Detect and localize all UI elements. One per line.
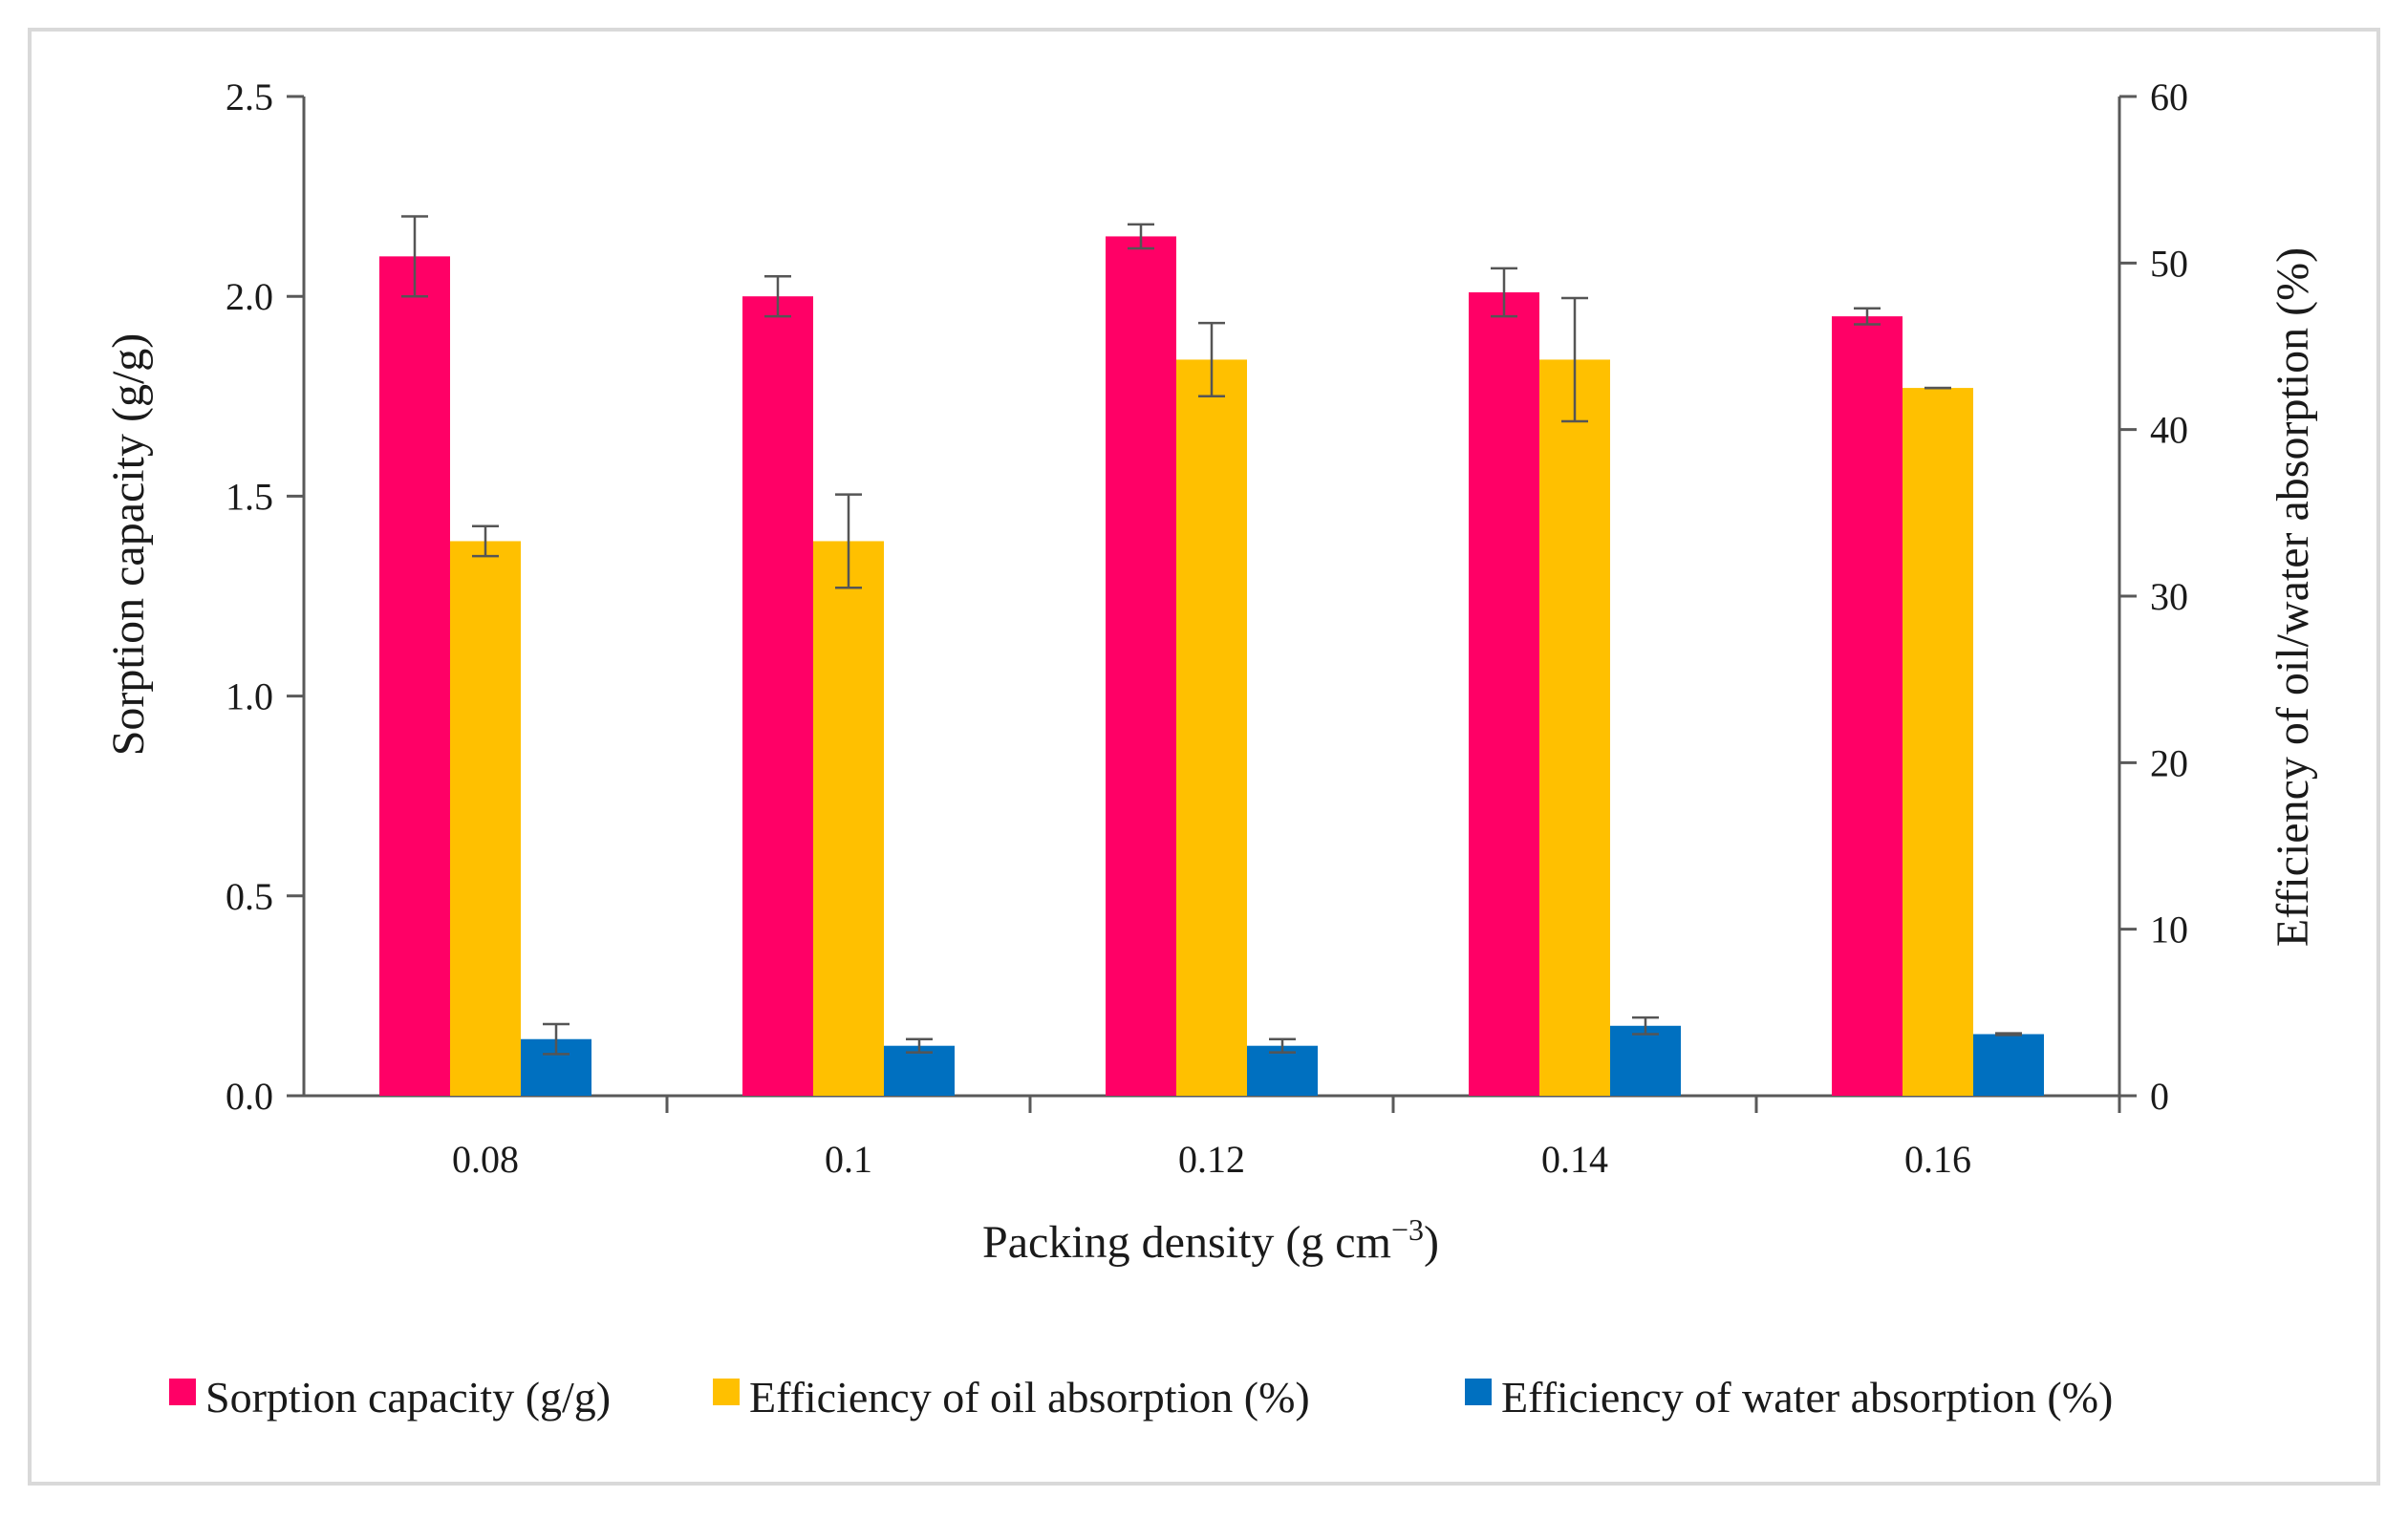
y2-axis-title: Efficiency of oil/water absorption (%) — [2268, 247, 2318, 947]
x-axis-title-suffix: ) — [1424, 1217, 1439, 1268]
y2-tick-label: 20 — [2150, 741, 2188, 784]
bar-3-3 — [1247, 1045, 1318, 1096]
bar-3-2 — [884, 1045, 955, 1096]
legend: Sorption capacity (g/g) Efficiency of oil… — [169, 1373, 2113, 1422]
legend-swatch-2 — [713, 1379, 740, 1405]
y2-tick-label: 0 — [2150, 1075, 2169, 1118]
legend-label-3: Efficiency of water absorption (%) — [1501, 1373, 2113, 1422]
x-tick-label: 0.16 — [1904, 1138, 1971, 1181]
bar-3-5 — [1973, 1034, 2044, 1096]
bar-1-2 — [742, 296, 813, 1096]
bar-2-3 — [1176, 359, 1247, 1096]
y-tick-label: 1.5 — [226, 475, 273, 518]
x-tick-label: 0.14 — [1541, 1138, 1608, 1181]
axes-layer: 0.0 0.5 1.0 1.5 2.0 2.5 0 10 20 30 40 50 60 0.08 0.1 0.… — [226, 75, 2188, 1181]
bar-2-5 — [1903, 388, 1973, 1096]
legend-label-2: Efficiency of oil absorption (%) — [749, 1373, 1310, 1422]
y2-tick-label: 10 — [2150, 909, 2188, 951]
bar-2-2 — [813, 541, 884, 1096]
y-tick-label: 0.5 — [226, 875, 273, 918]
y2-tick-label: 40 — [2150, 409, 2188, 452]
bars-layer — [379, 236, 2044, 1096]
y-tick-label: 2.5 — [226, 75, 273, 118]
bar-1-4 — [1469, 292, 1539, 1096]
x-axis-title-superscript: −3 — [1391, 1212, 1424, 1247]
y2-tick-label: 60 — [2150, 75, 2188, 118]
y2-tick-label: 50 — [2150, 242, 2188, 285]
x-tick-label: 0.08 — [452, 1138, 519, 1181]
x-axis-title: Packing density (g cm−3) — [982, 1212, 1439, 1268]
legend-swatch-3 — [1465, 1379, 1492, 1405]
y-axis-title: Sorption capacity (g/g) — [103, 333, 154, 757]
y2-tick-label: 30 — [2150, 575, 2188, 618]
bar-1-5 — [1832, 316, 1903, 1096]
x-axis-title-main: Packing density (g cm — [982, 1217, 1391, 1268]
x-tick-label: 0.1 — [825, 1138, 872, 1181]
bar-3-4 — [1610, 1025, 1681, 1096]
error-bars-layer — [401, 215, 2022, 1056]
bar-2-1 — [450, 541, 521, 1096]
x-tick-label: 0.12 — [1178, 1138, 1245, 1181]
labels-layer: Sorption capacity (g/g) Efficiency of oi… — [103, 247, 2318, 1268]
bar-2-4 — [1539, 359, 1610, 1096]
y-tick-label: 1.0 — [226, 675, 273, 718]
legend-swatch-1 — [169, 1379, 196, 1405]
bar-1-3 — [1106, 236, 1176, 1096]
bar-1-1 — [379, 256, 450, 1096]
legend-label-1: Sorption capacity (g/g) — [205, 1373, 611, 1422]
y-tick-label: 2.0 — [226, 275, 273, 318]
y-tick-label: 0.0 — [226, 1075, 273, 1118]
